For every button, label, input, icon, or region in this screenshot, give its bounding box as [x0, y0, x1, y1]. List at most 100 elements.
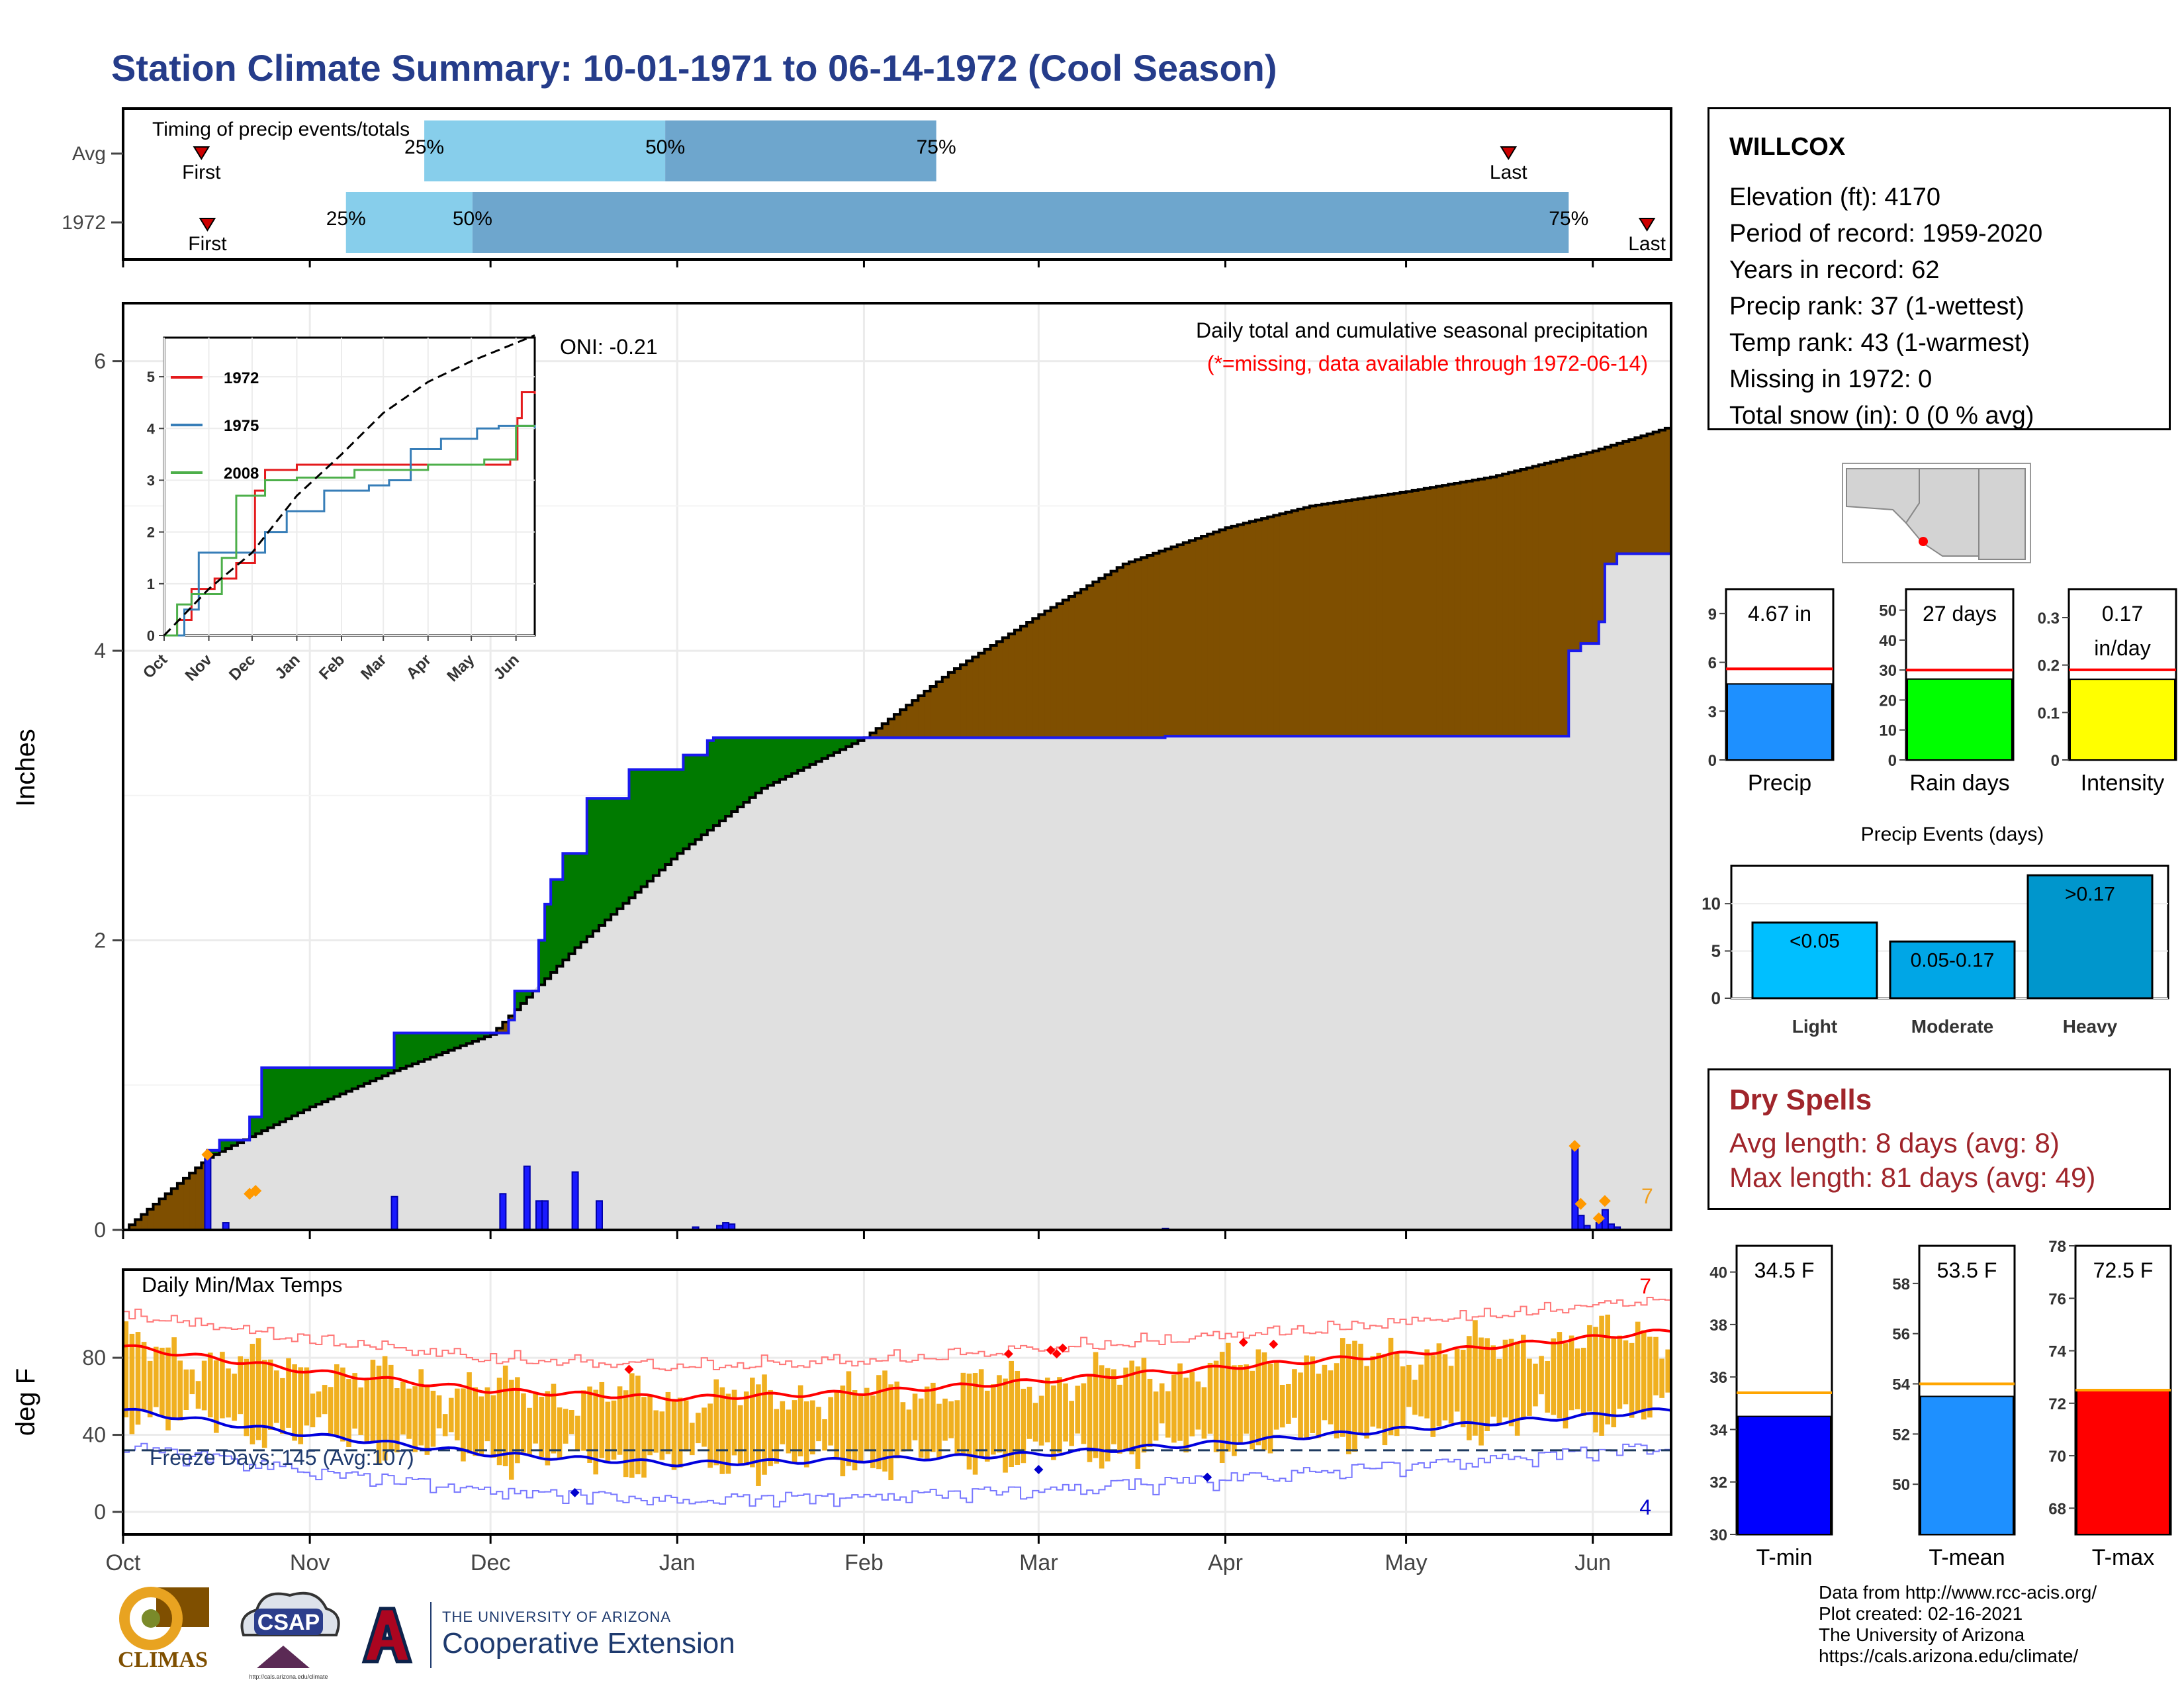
- precip-dry-area: [195, 1168, 202, 1230]
- record-low-count: 4: [1639, 1495, 1651, 1519]
- precip-dry-area: [893, 714, 901, 738]
- timing-label-last: Last: [1490, 162, 1527, 183]
- temp-x-tick-label: Nov: [290, 1550, 330, 1575]
- precip-wet-area: [647, 769, 654, 882]
- precip-summary-bar: [1907, 678, 2013, 761]
- precip-dry-area: [496, 1028, 503, 1033]
- temp-y-tick-label: 40: [82, 1423, 106, 1447]
- daily-temp-bar: [647, 1395, 653, 1456]
- daily-temp-bar: [846, 1371, 852, 1466]
- daily-precip-bar: [1571, 1145, 1579, 1231]
- daily-temp-bar: [1593, 1327, 1598, 1432]
- precip-summary-y-tick-label: 0: [1888, 752, 1897, 770]
- daily-temp-bar: [1093, 1352, 1099, 1458]
- precip-wet-area: [833, 737, 841, 753]
- station-name: WILLCOX: [1729, 133, 1846, 161]
- precip-dry-area: [906, 705, 913, 738]
- daily-temp-bar: [1159, 1383, 1165, 1424]
- daily-temp-bar: [1032, 1403, 1038, 1442]
- daily-temp-bar: [1382, 1354, 1388, 1446]
- credit-university: The University of Arizona: [1819, 1624, 2025, 1645]
- precip-dry-area: [1038, 614, 1046, 738]
- daily-temp-bar: [1147, 1378, 1153, 1447]
- daily-temp-bar: [129, 1333, 135, 1434]
- daily-temp-bar: [473, 1387, 478, 1456]
- precip-wet-area: [357, 1068, 365, 1086]
- csap-text: CSAP: [257, 1610, 320, 1635]
- daily-temp-bar: [1418, 1364, 1424, 1417]
- daily-temp-bar: [394, 1388, 400, 1453]
- precip-wet-area: [707, 740, 714, 831]
- daily-temp-bar: [948, 1401, 954, 1438]
- precip-wet-area: [713, 737, 720, 826]
- daily-temp-bar: [183, 1369, 189, 1410]
- daily-temp-bar: [1183, 1378, 1189, 1453]
- temp-summary-y-tick-label: 32: [1709, 1474, 1727, 1492]
- temp-x-tick-label: Jun: [1574, 1550, 1611, 1575]
- precip-dry-area: [1056, 603, 1064, 738]
- precip-dry-area: [1382, 494, 1388, 737]
- daily-temp-bar: [286, 1358, 291, 1428]
- precip-events-y-tick-label: 10: [1702, 894, 1721, 914]
- daily-temp-bar: [1545, 1360, 1550, 1413]
- timing-row-label: Avg: [72, 143, 106, 165]
- timing-marker-first: [193, 146, 210, 160]
- precip-wet-area: [671, 769, 678, 859]
- precip-wet-area: [250, 1117, 256, 1137]
- precip-dry-area: [1279, 514, 1287, 737]
- daily-temp-bar: [954, 1400, 960, 1455]
- precip-dry-area: [1334, 502, 1341, 737]
- precip-dry-area: [960, 665, 967, 738]
- record-high-marker: [1238, 1337, 1248, 1347]
- precip-dry-area: [1316, 504, 1322, 737]
- daily-temp-bar: [918, 1398, 924, 1458]
- daily-temp-bar: [1508, 1338, 1514, 1427]
- precip-dry-area: [177, 1183, 184, 1230]
- daily-temp-bar: [220, 1352, 225, 1419]
- credit-plot-created: Plot created: 02-16-2021: [1819, 1603, 2023, 1624]
- daily-temp-bar: [1075, 1385, 1081, 1434]
- temp-summary-y-tick-label: 72: [2048, 1395, 2066, 1413]
- daily-temp-bar: [1580, 1348, 1586, 1416]
- daily-temp-bar: [1267, 1364, 1273, 1454]
- precip-dry-area: [1087, 585, 1093, 738]
- timing-bar-q50-q75: [472, 192, 1569, 253]
- timing-label-25: 25%: [326, 208, 366, 230]
- daily-temp-bar: [1279, 1385, 1285, 1428]
- daily-temp-bar: [696, 1413, 701, 1444]
- daily-temp-bar: [774, 1409, 780, 1464]
- daily-temp-bar: [1044, 1378, 1050, 1442]
- precip-dry-area: [147, 1209, 154, 1230]
- precip-dry-area: [1267, 516, 1274, 737]
- daily-temp-bar: [1298, 1372, 1303, 1439]
- temp-summary-y-tick-label: 56: [1892, 1326, 1910, 1344]
- daily-temp-bar: [635, 1376, 641, 1475]
- temp-summary-y-tick-label: 40: [1709, 1264, 1727, 1282]
- daily-temp-bar: [683, 1400, 689, 1452]
- precip-wet-area: [225, 1140, 232, 1149]
- precip-events-bar: [1889, 940, 2016, 1000]
- precip-dry-area: [1008, 633, 1015, 738]
- temp-summary-y-tick-label: 36: [1709, 1369, 1727, 1387]
- temp-x-tick-label: Oct: [106, 1550, 141, 1575]
- daily-temp-bar: [1087, 1374, 1093, 1462]
- precip-summary-y-tick-label: 50: [1879, 602, 1897, 620]
- inset-y-tick-label: 1: [147, 576, 155, 592]
- temp-x-tick-label: Mar: [1019, 1550, 1058, 1575]
- precip-dry-area: [1134, 559, 1142, 738]
- daily-temp-bar: [189, 1369, 195, 1395]
- daily-precip-bar: [204, 1154, 212, 1231]
- precip-wet-area: [761, 737, 768, 788]
- record-precip-marker: [1574, 1197, 1587, 1210]
- precip-dry-area: [984, 649, 991, 738]
- record-high-marker: [1058, 1343, 1068, 1353]
- daily-temp-bar: [870, 1395, 876, 1468]
- precip-dry-area: [1635, 438, 1642, 554]
- precip-dry-area: [966, 661, 973, 738]
- precip-dry-area: [1544, 463, 1551, 737]
- station-location-marker: [1919, 537, 1928, 546]
- daily-temp-bar: [177, 1360, 183, 1421]
- precip-dry-area: [1400, 492, 1407, 737]
- precip-dry-area: [1550, 461, 1557, 737]
- daily-temp-bar: [617, 1386, 623, 1455]
